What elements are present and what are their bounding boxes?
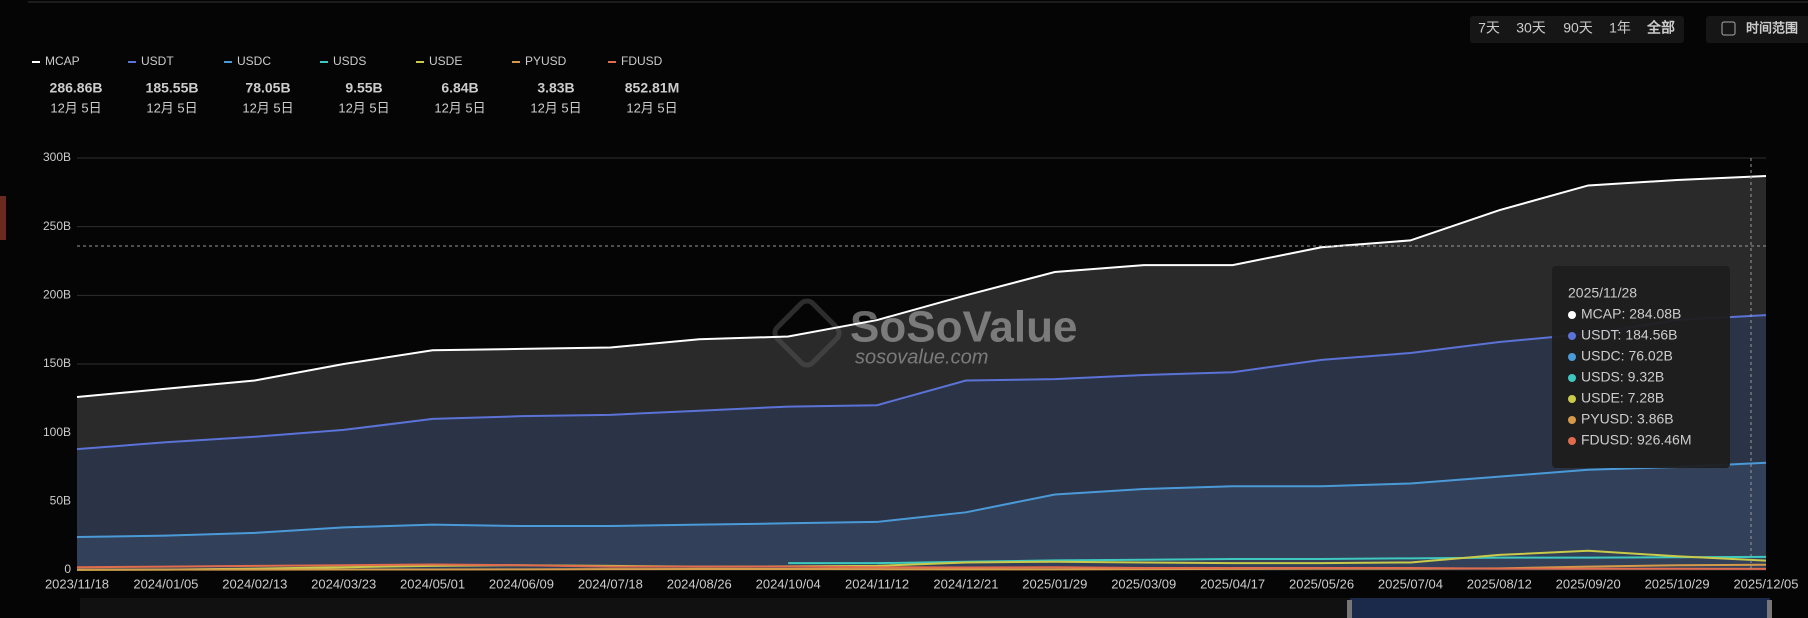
legend-name: USDC	[237, 54, 271, 68]
x-tick-label: 2023/11/18	[45, 576, 109, 591]
side-tab	[0, 196, 6, 240]
x-tick-label: 2024/11/12	[845, 576, 909, 591]
legend-name: MCAP	[45, 54, 80, 68]
legend-date: 12月 5日	[530, 100, 581, 115]
time-range-label: 时间范围	[1746, 20, 1798, 35]
tooltip-item: USDC: 76.02B	[1581, 348, 1673, 364]
legend-value: 78.05B	[245, 80, 290, 96]
x-tick-label: 2024/06/09	[489, 576, 554, 591]
series-line	[76, 563, 1767, 570]
series-line	[76, 549, 1767, 571]
tooltip-dot	[1568, 416, 1576, 424]
scroll-window[interactable]	[1350, 598, 1770, 618]
legend-name: FDUSD	[621, 54, 663, 68]
x-tick-label: 2025/12/05	[1733, 576, 1798, 591]
area	[77, 462, 1766, 570]
range-button[interactable]: 1年	[1609, 20, 1631, 36]
legend-name: USDS	[333, 54, 366, 68]
x-tick-label: 2024/05/01	[400, 576, 465, 591]
legend-date: 12月 5日	[146, 100, 197, 115]
x-tick-label: 2025/01/29	[1022, 576, 1087, 591]
y-tick-label: 0	[64, 562, 71, 576]
scroll-handle-left[interactable]	[1347, 600, 1352, 618]
series-line	[788, 555, 1767, 565]
x-tick-label: 2025/09/20	[1556, 576, 1621, 591]
x-tick-label: 2024/08/26	[667, 576, 732, 591]
legend-value: 3.83B	[537, 80, 574, 96]
tooltip	[1552, 266, 1730, 468]
tooltip-item: USDS: 9.32B	[1581, 369, 1664, 385]
legend-name: PYUSD	[525, 54, 567, 68]
tooltip-dot	[1568, 332, 1576, 340]
x-tick-label: 2024/03/23	[311, 576, 376, 591]
x-tick-label: 2024/07/18	[578, 576, 643, 591]
y-tick-label: 150B	[43, 356, 71, 370]
tooltip-dot	[1568, 353, 1576, 361]
x-tick-label: 2024/12/21	[933, 576, 998, 591]
y-tick-label: 300B	[43, 150, 71, 164]
tooltip-item: MCAP: 284.08B	[1581, 306, 1681, 322]
tooltip-item: USDT: 184.56B	[1581, 327, 1678, 343]
series-line	[76, 314, 1767, 451]
range-button[interactable]: 90天	[1563, 20, 1593, 36]
time-range-button[interactable]	[1706, 16, 1808, 43]
tooltip-dot	[1568, 311, 1576, 319]
series-line	[76, 461, 1767, 539]
y-tick-label: 250B	[43, 219, 71, 233]
range-button[interactable]: 全部	[1646, 20, 1675, 36]
legend-value: 6.84B	[441, 80, 478, 96]
legend-date: 12月 5日	[242, 100, 293, 115]
legend-name: USDE	[429, 54, 462, 68]
x-tick-label: 2024/01/05	[133, 576, 198, 591]
x-tick-label: 2024/10/04	[756, 576, 821, 591]
watermark-url: sosovalue.com	[855, 346, 988, 368]
legend-value: 852.81M	[625, 80, 679, 96]
x-tick-label: 2025/05/26	[1289, 576, 1354, 591]
legend-date: 12月 5日	[626, 100, 677, 115]
y-tick-label: 200B	[43, 288, 71, 302]
tooltip-item: PYUSD: 3.86B	[1581, 411, 1674, 427]
legend-date: 12月 5日	[50, 100, 101, 115]
x-tick-label: 2025/03/09	[1111, 576, 1176, 591]
y-tick-label: 50B	[50, 494, 71, 508]
tooltip-item: USDE: 7.28B	[1581, 390, 1664, 406]
x-tick-label: 2024/02/13	[222, 576, 287, 591]
x-tick-label: 2025/08/12	[1467, 576, 1532, 591]
x-tick-label: 2025/07/04	[1378, 576, 1443, 591]
series-line	[76, 175, 1767, 398]
legend-date: 12月 5日	[338, 100, 389, 115]
legend-value: 286.86B	[50, 80, 103, 96]
scroll-handle-right[interactable]	[1767, 600, 1772, 618]
range-button[interactable]: 30天	[1516, 20, 1546, 36]
legend-value: 185.55B	[146, 80, 199, 96]
calendar-icon	[1721, 21, 1736, 36]
x-tick-label: 2025/04/17	[1200, 576, 1265, 591]
tooltip-dot	[1568, 437, 1576, 445]
legend-name: USDT	[141, 54, 174, 68]
legend-date: 12月 5日	[434, 100, 485, 115]
watermark: SoSoValue	[850, 303, 1077, 352]
button-group	[1470, 16, 1684, 43]
tooltip-date: 2025/11/28	[1568, 285, 1637, 301]
range-button[interactable]: 7天	[1478, 20, 1500, 36]
y-tick-label: 100B	[43, 425, 71, 439]
watermark-logo	[772, 298, 842, 368]
tooltip-item: FDUSD: 926.46M	[1581, 432, 1691, 448]
x-tick-label: 2025/10/29	[1645, 576, 1710, 591]
legend-value: 9.55B	[345, 80, 382, 96]
tooltip-dot	[1568, 395, 1576, 403]
tooltip-dot	[1568, 374, 1576, 382]
